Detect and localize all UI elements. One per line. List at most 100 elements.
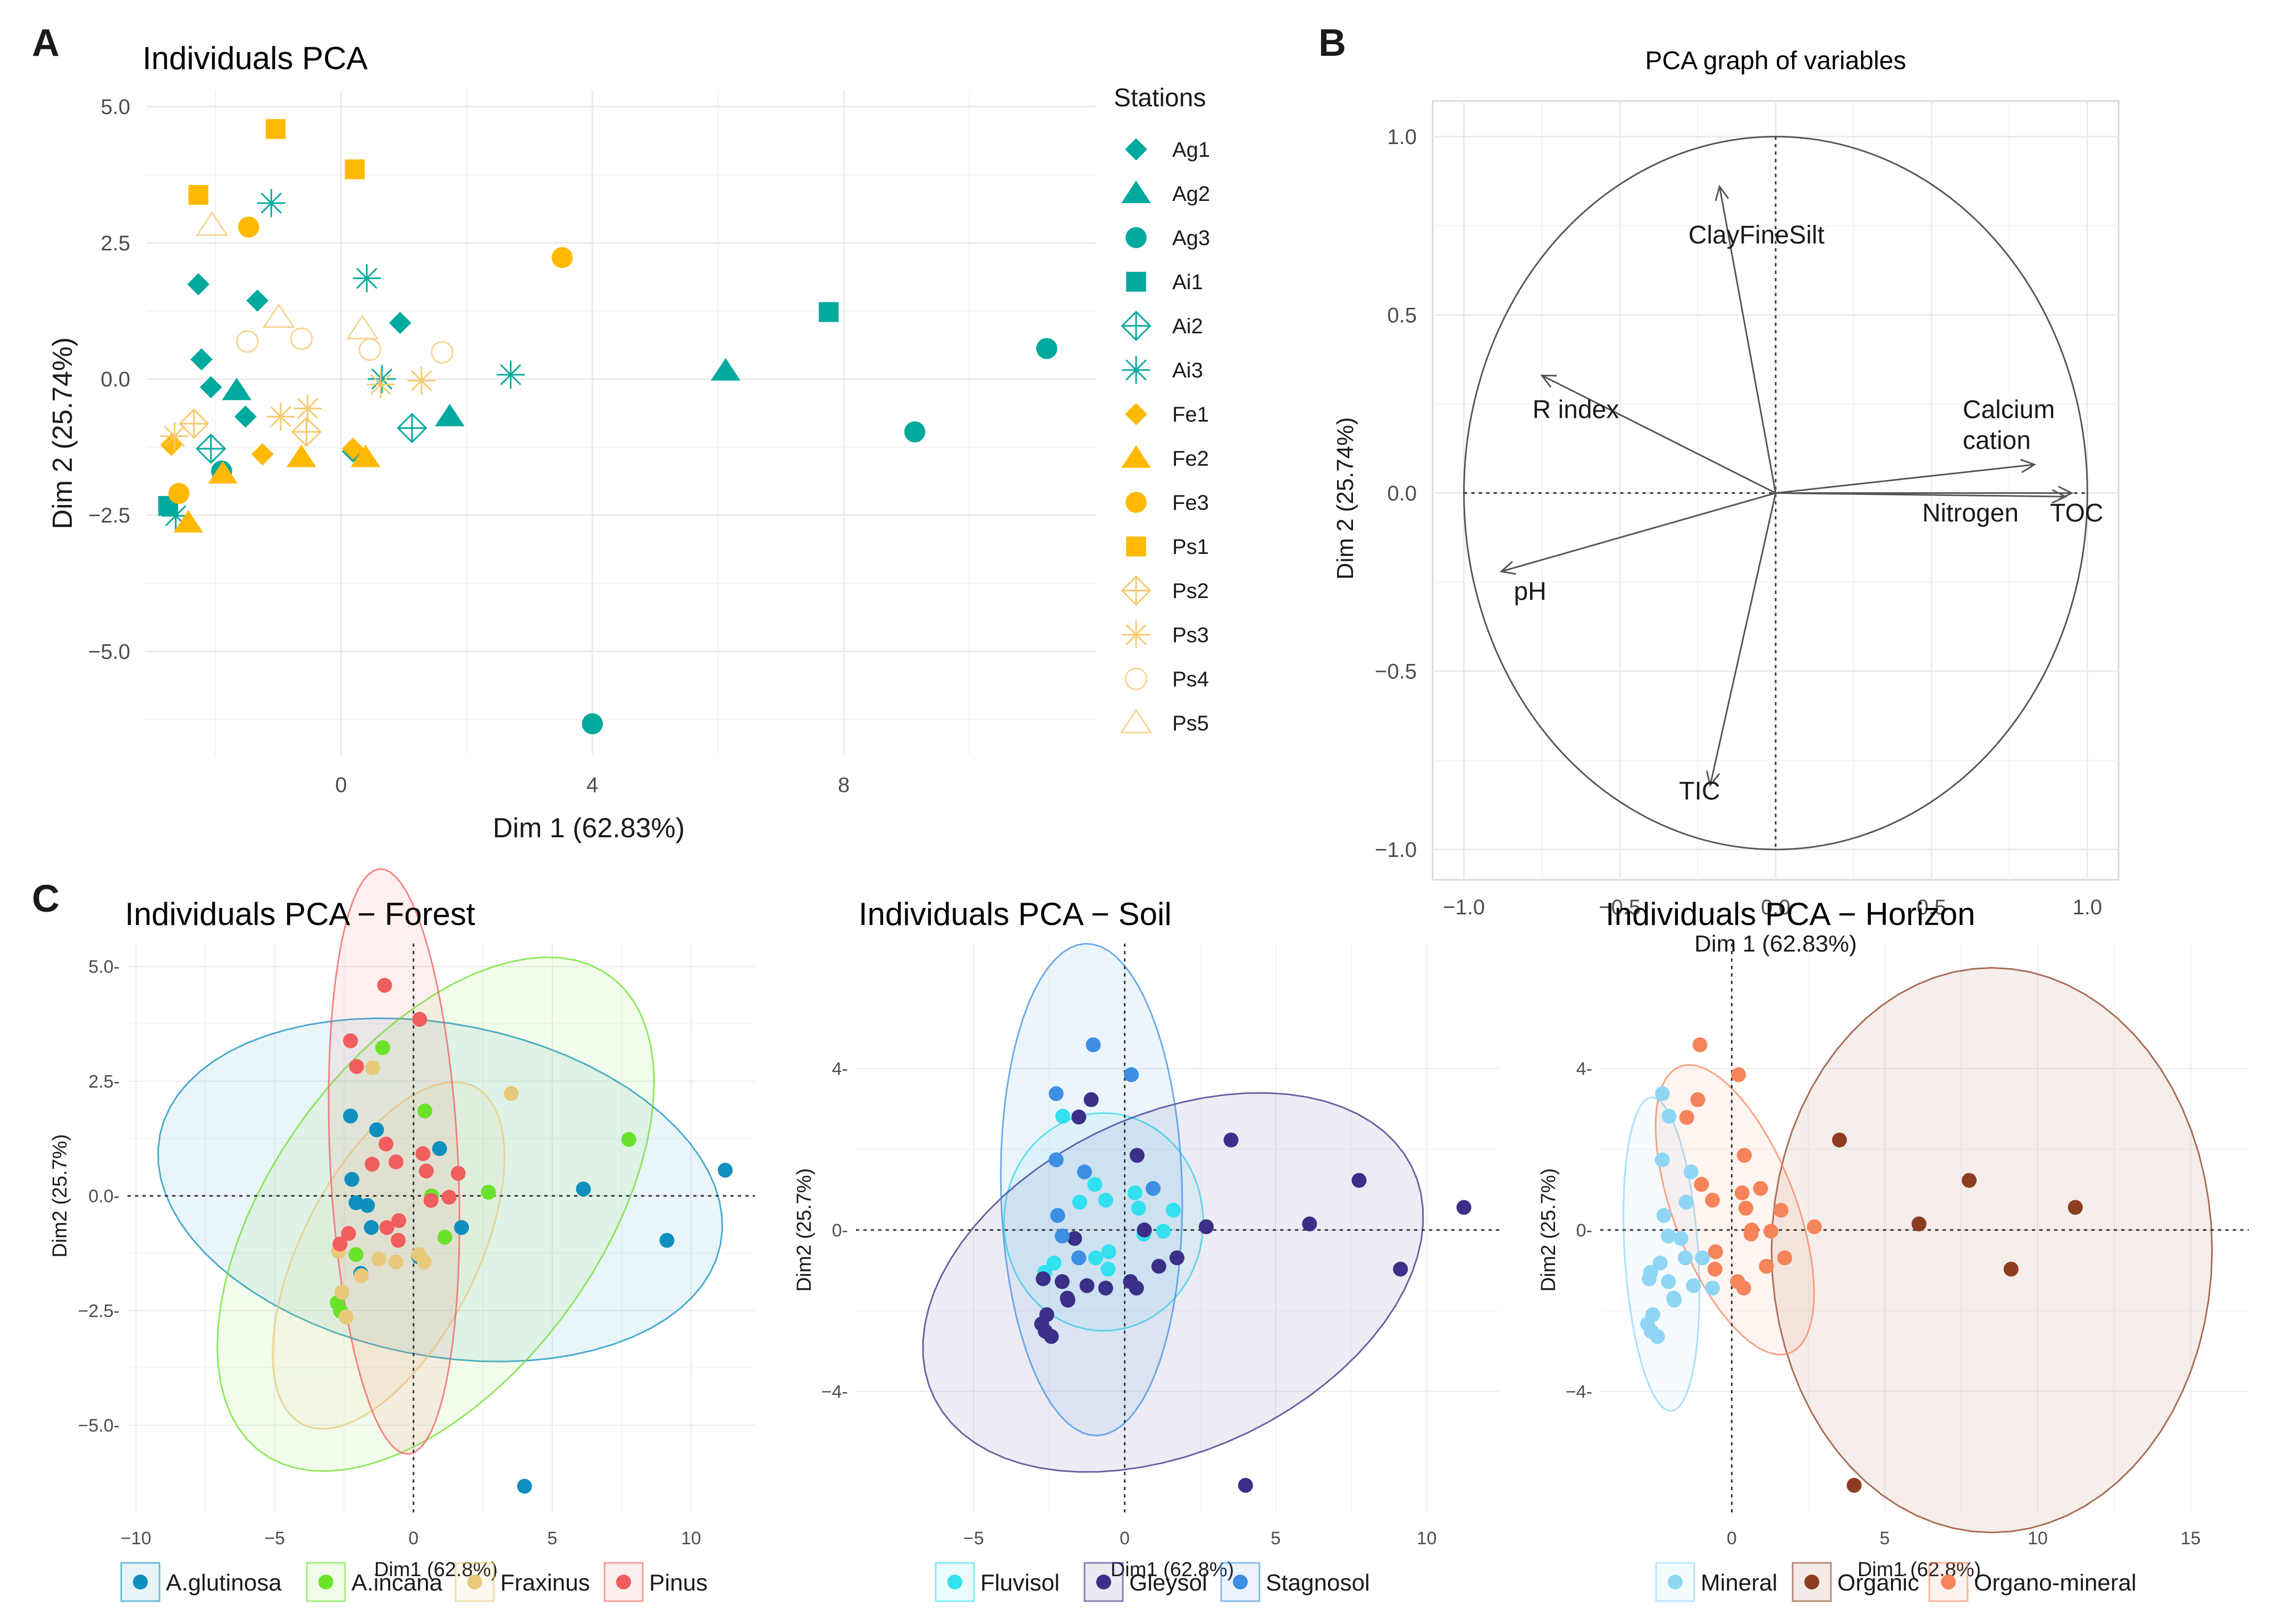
point <box>2003 1261 2019 1277</box>
point <box>621 1132 636 1147</box>
point <box>1101 1244 1116 1259</box>
variable-arrow-ph: pH <box>1499 492 1776 606</box>
legend-item: A.incana <box>306 1562 443 1602</box>
point-Ps2 <box>179 408 209 439</box>
point <box>1067 1231 1082 1246</box>
point <box>1678 1194 1694 1210</box>
point <box>415 1146 431 1162</box>
point <box>1673 1231 1688 1246</box>
point <box>1679 1110 1694 1125</box>
point-Ai2 <box>397 413 427 443</box>
point <box>1038 1324 1053 1339</box>
point <box>1642 1271 1657 1286</box>
legend-key-dot <box>1668 1575 1683 1589</box>
point <box>375 1040 390 1055</box>
point <box>354 1268 369 1283</box>
point <box>1036 1271 1051 1286</box>
legend-item: Fe2 <box>1121 445 1209 470</box>
y-tick-label: 5.0 <box>100 96 130 119</box>
legend-key-dot <box>947 1575 962 1589</box>
point <box>349 1059 364 1074</box>
point-Ai3-ray <box>500 364 522 385</box>
legend-label: Ai1 <box>1172 271 1203 294</box>
point <box>1456 1200 1472 1215</box>
y-tick-label: 5.0- <box>88 957 120 977</box>
point-Ps4 <box>236 330 259 353</box>
y-axis-label: Dim2 (25.7%) <box>1537 1168 1560 1292</box>
point-Ps5 <box>346 314 379 340</box>
legend-key-dot <box>616 1575 631 1589</box>
point-Ps1 <box>265 119 286 139</box>
y-tick-label: −0.5 <box>1375 660 1417 684</box>
point <box>388 1154 404 1169</box>
variable-arrow-clayfinesilt: ClayFineSilt <box>1688 184 1825 493</box>
legend-label: Fluvisol <box>980 1570 1060 1596</box>
point <box>437 1230 452 1245</box>
legend-key-Ag2 <box>1121 180 1151 204</box>
variable-arrow-r-index: R index <box>1533 374 1776 494</box>
point-Ps3 <box>293 394 322 423</box>
point-Fe3 <box>551 247 573 268</box>
point-Ai2 <box>196 433 226 464</box>
legend-item: Ps3 <box>1122 620 1209 649</box>
x-axis-label: Dim1 (62.8%) <box>1111 1559 1234 1581</box>
x-tick-label: 10 <box>2028 1528 2048 1549</box>
legend-item: Stagnosol <box>1220 1562 1370 1602</box>
series-Ag2 <box>222 358 741 426</box>
variable-arrow-nitrogen: Nitrogen <box>1775 489 2068 527</box>
y-axis-label: Dim2 (25.7%) <box>793 1168 816 1292</box>
point <box>1683 1164 1699 1180</box>
point <box>1777 1250 1793 1266</box>
arrow-head <box>2020 459 2037 474</box>
point <box>332 1236 348 1252</box>
legend-item: Ai3 <box>1122 356 1203 384</box>
variable-arrow-calcium-cation: Calcium cation <box>1775 396 2055 494</box>
point <box>450 1166 466 1181</box>
legend-key-dot <box>467 1575 482 1589</box>
point <box>412 1012 427 1027</box>
legend-key-Ps3 <box>1122 620 1150 649</box>
legend-item: Fe3 <box>1125 491 1209 515</box>
group-stagnosol <box>1048 1037 1161 1266</box>
series-Ai2 <box>196 413 427 464</box>
point <box>1071 1250 1087 1266</box>
chart-panel-a: 0 4 8 5.0 2.5 0.0 −2.5 −5.0 Individuals PCA Dim 1… <box>47 40 1210 844</box>
x-tick-label: 5 <box>1271 1528 1281 1549</box>
point <box>1060 1291 1075 1306</box>
x-tick-label: −10 <box>121 1528 152 1549</box>
point-Ag1 <box>190 348 213 371</box>
x-tick-label: 0.5 <box>1917 896 1946 919</box>
legend-item: Ai1 <box>1126 271 1203 294</box>
point <box>369 1122 384 1138</box>
point-Ai3 <box>367 365 396 393</box>
legend-item: Fe1 <box>1125 403 1209 426</box>
legend-key-Ps1 <box>1126 536 1146 557</box>
x-tick-label: −1.0 <box>1443 896 1485 919</box>
chart-panel-b: −1.0 −0.5 0.0 0.5 1.0 1.0 0.5 0.0 −0.5 −1.0 PCA gr… <box>1332 47 2120 957</box>
point <box>344 1172 359 1187</box>
point-Ps5 <box>196 211 229 236</box>
point-Ai3 <box>497 360 525 389</box>
point-Fe1 <box>251 443 274 466</box>
y-axis-label: Dim2 (25.7%) <box>49 1134 71 1257</box>
point-Ag2 <box>222 377 252 400</box>
point-Ag1 <box>246 289 269 312</box>
group-organo-mineral <box>1679 1037 1822 1296</box>
point <box>1050 1208 1065 1223</box>
chart-panel-c-horizon: 0 5 10 154-0-−4-Individuals PCA − HorizonDi… <box>1537 896 2249 1602</box>
x-tick-label: 0 <box>1727 1528 1737 1549</box>
point <box>1690 1092 1705 1107</box>
point <box>1223 1132 1239 1148</box>
point-Ag2 <box>435 403 465 426</box>
point-Ai3 <box>257 189 285 217</box>
chart-title: Individuals PCA − Forest <box>125 896 475 932</box>
x-tick-label: 5 <box>1880 1528 1890 1549</box>
series-Ps3 <box>160 366 436 451</box>
legend-key-Ag1 <box>1125 138 1147 161</box>
legend-label: Ai3 <box>1172 359 1203 382</box>
arrow-shaft <box>1775 464 2035 494</box>
legend-item: Gleysol <box>1083 1562 1207 1602</box>
point <box>379 1137 394 1152</box>
point <box>417 1254 432 1269</box>
point <box>391 1233 406 1248</box>
